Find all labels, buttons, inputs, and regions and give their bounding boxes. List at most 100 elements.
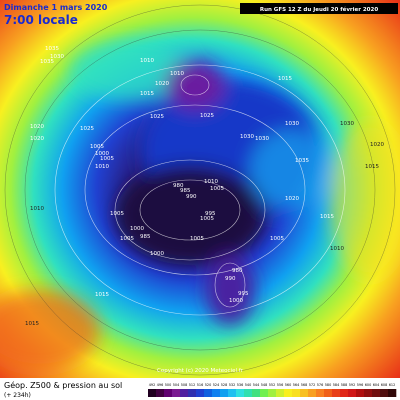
legend-swatch: [380, 389, 389, 397]
legend-swatch: [236, 389, 245, 397]
legend-tick: 540: [245, 383, 251, 387]
legend-swatch: [356, 389, 365, 397]
isobar-label: 1015: [320, 214, 334, 220]
legend-swatch: [244, 389, 253, 397]
legend-tick: 504: [173, 383, 179, 387]
map-field: [0, 0, 400, 378]
legend-swatch: [332, 389, 341, 397]
legend-tick: 604: [373, 383, 379, 387]
legend-tick: 544: [253, 383, 259, 387]
legend-tick: 524: [213, 383, 219, 387]
isobar-label: 1005: [120, 236, 134, 242]
legend-swatch: [164, 389, 173, 397]
legend-swatch: [324, 389, 333, 397]
legend-tick: 576: [317, 383, 323, 387]
copyright: Copyright (c) 2020 Meteociel.fr: [157, 368, 244, 374]
legend-tick: 500: [165, 383, 171, 387]
legend-tick: 528: [221, 383, 227, 387]
legend-tick: 520: [205, 383, 211, 387]
isobar-label: 980: [232, 268, 243, 274]
legend-swatch: [372, 389, 381, 397]
isobar-label: 1025: [200, 113, 214, 119]
isobar-label: 990: [225, 276, 236, 282]
legend-tick: 608: [381, 383, 387, 387]
isobar-label: 980: [173, 183, 184, 189]
legend-swatch: [212, 389, 221, 397]
isobar-label: 1010: [30, 206, 44, 212]
legend-swatch: [308, 389, 317, 397]
isobar-label: 1010: [170, 71, 184, 77]
forecast-time: 7:00 locale: [4, 13, 78, 27]
legend-tick: 508: [181, 383, 187, 387]
isobar-label: 1000: [130, 226, 144, 232]
legend-swatch: [252, 389, 261, 397]
legend-swatch: [148, 389, 157, 397]
isobar-label: 1005: [110, 211, 124, 217]
isobar-label: 1030: [240, 134, 254, 140]
isobar-label: 1005: [210, 186, 224, 192]
legend-tick: 560: [285, 383, 291, 387]
isobar-label: 1020: [30, 124, 44, 130]
isobar-label: 985: [180, 188, 191, 194]
isobar-label: 1025: [150, 114, 164, 120]
isobar-label: 995: [238, 291, 249, 297]
legend-tick: 572: [309, 383, 315, 387]
run-bg: [240, 3, 398, 14]
legend-tick: 588: [341, 383, 347, 387]
isobar-label: 1030: [340, 121, 354, 127]
isobar-label: 990: [186, 194, 197, 200]
isobar-label: 1005: [200, 216, 214, 222]
isobar-label: 1030: [255, 136, 269, 142]
legend-swatch: [348, 389, 357, 397]
legend-swatch: [340, 389, 349, 397]
isobar-label: 995: [205, 211, 216, 217]
legend-tick: 516: [197, 383, 203, 387]
legend-swatch: [364, 389, 373, 397]
legend-swatch: [268, 389, 277, 397]
isobar-label: 1020: [370, 142, 384, 148]
legend-tick: 584: [333, 383, 339, 387]
legend-tick: 492: [149, 383, 155, 387]
isobar-label: 1010: [95, 164, 109, 170]
run-info: Run GFS 12 Z du Jeudi 20 février 2020: [260, 6, 379, 13]
legend-swatch: [156, 389, 165, 397]
legend-swatch: [388, 389, 397, 397]
isobar-label: 1005: [190, 236, 204, 242]
legend-tick: 536: [237, 383, 243, 387]
legend-tick: 552: [269, 383, 275, 387]
legend-tick: 512: [189, 383, 195, 387]
isobar-label: 1015: [278, 76, 292, 82]
legend-tick: 532: [229, 383, 235, 387]
isobar-label: 985: [140, 234, 151, 240]
legend-tick: 580: [325, 383, 331, 387]
legend-swatch: [220, 389, 229, 397]
isobar-label: 1010: [330, 246, 344, 252]
isobar-label: 1035: [45, 46, 59, 52]
legend-swatch: [284, 389, 293, 397]
legend-tick: 568: [301, 383, 307, 387]
legend-swatch: [188, 389, 197, 397]
legend-swatch: [260, 389, 269, 397]
legend-tick: 564: [293, 383, 299, 387]
legend-swatch: [292, 389, 301, 397]
isobar-label: 1020: [30, 136, 44, 142]
footer-title: Géop. Z500 & pression au sol: [4, 380, 122, 390]
isobar-label: 1000: [229, 298, 243, 304]
isobar-label: 1005: [100, 156, 114, 162]
isobar-label: 1000: [95, 151, 109, 157]
legend-tick: 496: [157, 383, 163, 387]
legend-tick: 612: [389, 383, 395, 387]
isobar-label: 1015: [95, 292, 109, 298]
legend-swatch: [180, 389, 189, 397]
legend-swatch: [204, 389, 213, 397]
isobar-label: 1010: [140, 58, 154, 64]
legend-swatch: [228, 389, 237, 397]
isobar-label: 1015: [140, 91, 154, 97]
isobar-label: 1030: [285, 121, 299, 127]
forecast-date: Dimanche 1 mars 2020: [4, 3, 108, 12]
isobar-label: 1030: [50, 54, 64, 60]
legend-tick: 548: [261, 383, 267, 387]
legend-tick: 596: [357, 383, 363, 387]
